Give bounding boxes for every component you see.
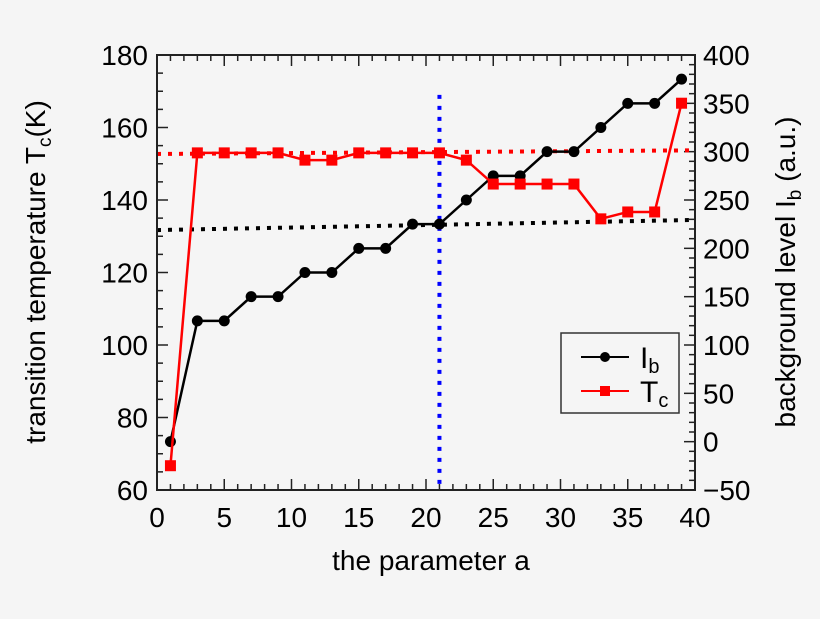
data-point xyxy=(407,147,419,159)
y-right-tick-label: 350 xyxy=(703,88,750,119)
data-point xyxy=(568,146,580,158)
data-series xyxy=(164,73,688,472)
y-axis-right-label: background level Ib (a.u.) xyxy=(770,117,806,428)
data-point xyxy=(541,146,553,158)
data-point xyxy=(272,291,284,303)
y-left-tick-label: 140 xyxy=(101,185,148,216)
y-left-tick-label: 100 xyxy=(101,330,148,361)
dotted-reference-line xyxy=(156,217,696,233)
legend-item-ib: Ib xyxy=(581,342,659,378)
circle-marker-icon xyxy=(600,352,610,362)
data-point xyxy=(460,154,472,166)
x-tick-label: 0 xyxy=(149,502,165,533)
y-right-tick-label: 400 xyxy=(703,40,750,71)
data-point xyxy=(353,147,365,159)
legend-box xyxy=(560,332,680,414)
y-left-tick-label: 180 xyxy=(101,40,148,71)
data-point xyxy=(299,154,311,166)
data-point xyxy=(568,178,580,190)
data-point xyxy=(595,213,607,225)
data-point xyxy=(191,147,203,159)
x-tick-label: 30 xyxy=(545,502,576,533)
y-left-tick-label: 80 xyxy=(117,403,148,434)
y-left-tick-label: 160 xyxy=(101,113,148,144)
svg-text:Tc: Tc xyxy=(640,376,668,412)
data-point xyxy=(380,242,392,254)
data-point xyxy=(407,218,419,230)
x-tick-label: 25 xyxy=(478,502,509,533)
y-axis-left-label: transition temperature Tc(K) xyxy=(20,100,56,444)
legend-item-tc: Tc xyxy=(581,376,668,412)
data-point xyxy=(218,315,230,327)
legend: Ib Tc xyxy=(560,332,680,414)
data-point xyxy=(433,147,445,159)
y-right-tick-label: 50 xyxy=(703,378,734,409)
svg-text:Ib: Ib xyxy=(640,342,659,378)
data-point xyxy=(649,206,661,218)
x-tick-label: 40 xyxy=(679,502,710,533)
x-tick-label: 35 xyxy=(612,502,643,533)
data-point xyxy=(676,73,688,85)
data-point xyxy=(191,315,203,327)
data-point xyxy=(649,97,661,109)
y-left-tick-label: 120 xyxy=(101,258,148,289)
data-point xyxy=(433,218,445,230)
data-point xyxy=(380,147,392,159)
data-point xyxy=(164,436,176,448)
data-point xyxy=(218,147,230,159)
data-point xyxy=(245,147,257,159)
data-point xyxy=(541,178,553,190)
data-point xyxy=(272,147,284,159)
tick-labels: 0 5 10 15 20 25 30 35 40 60 80 100 120 140 160 180 −50 0 5… xyxy=(101,40,750,533)
x-tick-label: 5 xyxy=(216,502,232,533)
data-point xyxy=(622,97,634,109)
y-right-tick-label: 0 xyxy=(703,427,719,458)
y-right-tick-label: −50 xyxy=(703,475,751,506)
data-point xyxy=(676,97,688,109)
y-right-tick-label: 200 xyxy=(703,233,750,264)
square-marker-icon xyxy=(600,386,610,396)
plot-frame xyxy=(156,54,696,491)
data-point xyxy=(164,460,176,472)
y-right-tick-label: 250 xyxy=(703,185,750,216)
data-point xyxy=(245,291,257,303)
data-point xyxy=(299,267,311,278)
x-tick-label: 20 xyxy=(410,502,441,533)
data-point xyxy=(326,267,338,278)
x-tick-label: 15 xyxy=(343,502,374,533)
x-axis-label: the parameter a xyxy=(332,545,530,576)
y-right-tick-label: 150 xyxy=(703,282,750,313)
x-tick-label: 10 xyxy=(276,502,307,533)
data-point xyxy=(595,122,607,133)
data-point xyxy=(487,178,499,190)
data-point xyxy=(460,194,472,206)
data-point xyxy=(326,154,338,166)
data-point xyxy=(353,242,365,254)
y-right-tick-label: 300 xyxy=(703,137,750,168)
data-point xyxy=(622,206,634,218)
data-point xyxy=(514,178,526,190)
y-right-tick-label: 100 xyxy=(703,330,750,361)
y-left-tick-label: 60 xyxy=(117,475,148,506)
